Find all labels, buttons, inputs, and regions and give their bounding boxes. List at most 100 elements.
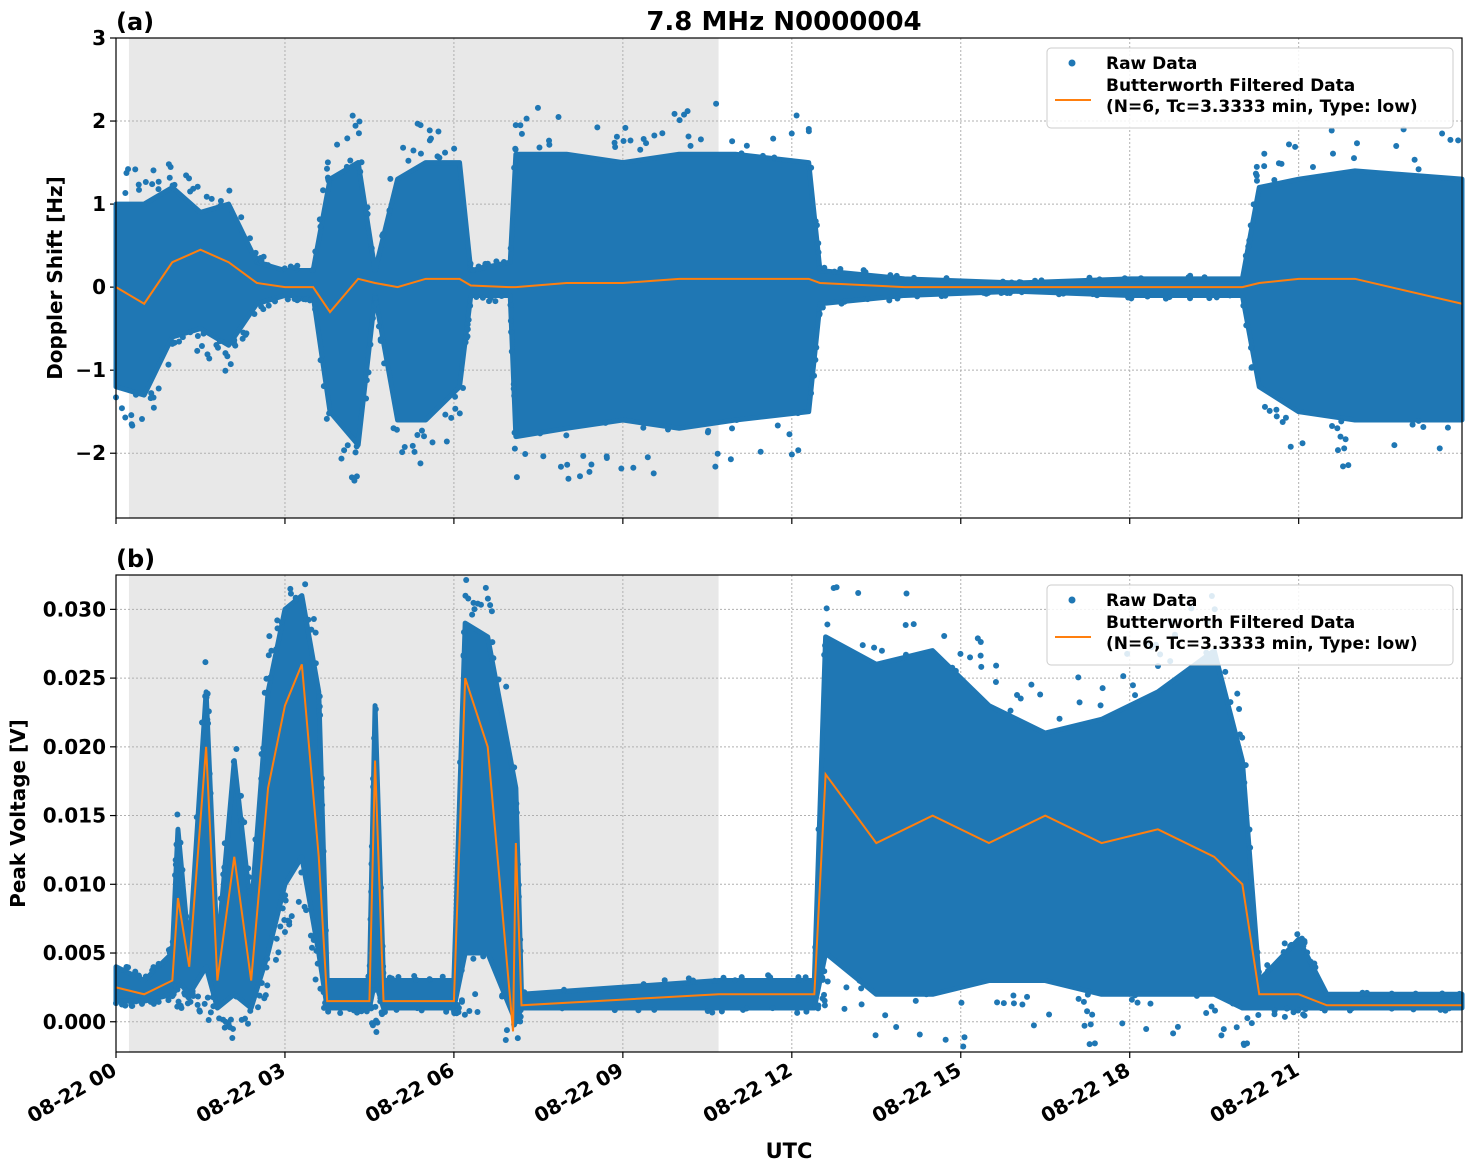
raw-data-point [405, 157, 412, 164]
raw-data-point [247, 1007, 254, 1014]
raw-data-point [122, 414, 129, 421]
raw-data-point [142, 178, 149, 185]
raw-data-point [132, 968, 139, 975]
raw-data-point [172, 872, 179, 879]
raw-data-point [738, 150, 745, 157]
raw-data-point [452, 405, 459, 412]
raw-data-point [226, 1024, 233, 1031]
raw-data-point [147, 395, 154, 402]
raw-data-point [238, 1016, 245, 1023]
raw-data-point [795, 447, 802, 454]
raw-data-point [195, 993, 202, 1000]
raw-data-point [1081, 1022, 1088, 1029]
raw-data-point [210, 1003, 217, 1010]
raw-data-point [1437, 1006, 1444, 1013]
raw-data-point [128, 421, 135, 428]
raw-data-point [980, 289, 987, 296]
raw-data-point [815, 249, 822, 256]
raw-data-point [1000, 289, 1007, 296]
raw-data-point [281, 265, 288, 272]
raw-data-point [513, 800, 520, 807]
raw-data-point [190, 185, 197, 192]
raw-data-point [266, 633, 273, 640]
raw-data-point [138, 415, 145, 422]
raw-data-point [942, 1036, 949, 1043]
raw-data-point [355, 130, 362, 137]
y-tick-label: 0.020 [43, 735, 106, 759]
raw-data-point [912, 997, 919, 1004]
raw-data-point [1170, 1030, 1177, 1037]
raw-data-point [1084, 1008, 1091, 1015]
raw-data-point [209, 994, 216, 1001]
raw-data-point [321, 1004, 328, 1011]
raw-data-point [237, 792, 244, 799]
raw-data-point [1248, 1020, 1255, 1027]
raw-data-point [1279, 418, 1286, 425]
raw-data-point [1444, 424, 1451, 431]
y-tick-label: 0.000 [43, 1010, 106, 1034]
raw-data-point [714, 450, 721, 457]
raw-data-point [1342, 436, 1349, 443]
raw-data-point [513, 474, 520, 481]
raw-data-point [324, 159, 331, 166]
raw-data-point [546, 137, 553, 144]
raw-data-point [620, 137, 627, 144]
raw-data-point [1245, 243, 1252, 250]
raw-data-point [788, 451, 795, 458]
raw-data-point [229, 1034, 236, 1041]
raw-data-point [821, 1002, 828, 1009]
raw-data-point [325, 1008, 332, 1015]
raw-data-point [1436, 445, 1443, 452]
raw-data-point [287, 590, 294, 597]
raw-data-point [165, 997, 172, 1004]
raw-data-point [477, 601, 484, 608]
raw-data-point [1201, 274, 1208, 281]
raw-data-point [941, 633, 948, 640]
raw-data-point [268, 647, 275, 654]
raw-data-point [1128, 295, 1135, 302]
raw-data-point [274, 617, 281, 624]
raw-data-point [443, 1008, 450, 1015]
raw-data-point [859, 642, 866, 649]
raw-data-point [510, 385, 517, 392]
raw-data-point [1294, 931, 1301, 938]
raw-data-point [196, 1007, 203, 1014]
raw-data-point [1250, 201, 1257, 208]
raw-data-point [1295, 1007, 1302, 1014]
raw-data-point [217, 198, 224, 205]
raw-data-point [910, 274, 917, 281]
raw-data-point [466, 1008, 473, 1015]
raw-data-point [1055, 291, 1062, 298]
raw-data-point [1280, 948, 1287, 955]
raw-data-point [193, 814, 200, 821]
raw-data-point [1346, 1007, 1353, 1014]
raw-data-point [537, 430, 544, 437]
raw-data-point [795, 974, 802, 981]
raw-data-point [260, 745, 267, 752]
legend-filtered-label: Butterworth Filtered Data [1106, 76, 1355, 96]
raw-data-point [651, 1006, 658, 1013]
raw-data-point [517, 122, 524, 129]
raw-data-point [887, 272, 894, 279]
raw-data-point [1329, 423, 1336, 430]
raw-data-point [217, 202, 224, 209]
raw-data-point [176, 338, 183, 345]
raw-data-point [1132, 992, 1139, 999]
raw-data-point [1264, 967, 1271, 974]
raw-data-point [148, 998, 155, 1005]
raw-data-point [138, 1000, 145, 1007]
raw-data-point [1229, 1000, 1236, 1007]
raw-data-point [318, 784, 325, 791]
raw-data-point [367, 1004, 374, 1011]
raw-data-point [557, 463, 564, 470]
raw-data-point [295, 898, 302, 905]
raw-data-point [565, 475, 572, 482]
x-tick-label: 08-22 09 [530, 1058, 628, 1128]
raw-data-point [135, 972, 142, 979]
raw-data-point [1409, 421, 1416, 428]
raw-data-point [169, 182, 176, 189]
raw-data-point [181, 991, 188, 998]
legend-filtered-label: Butterworth Filtered Data [1106, 613, 1355, 633]
raw-data-point [640, 135, 647, 142]
raw-data-point [414, 432, 421, 439]
